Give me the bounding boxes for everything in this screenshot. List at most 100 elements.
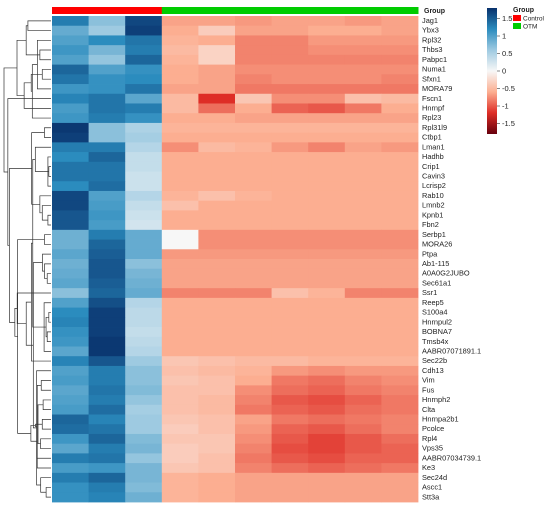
heatmap-cell <box>235 161 272 172</box>
heatmap-cell <box>271 297 309 308</box>
heatmap-cell <box>198 317 236 328</box>
heatmap-cell <box>381 443 419 454</box>
heatmap-cell <box>161 190 199 202</box>
heatmap-cell <box>125 346 163 357</box>
gene-label: Ascc1 <box>422 483 442 492</box>
heatmap-cell <box>198 181 236 192</box>
heatmap-cell <box>52 395 89 406</box>
heatmap-cell <box>125 336 163 347</box>
dendrogram-branch <box>16 292 51 325</box>
heatmap-cell <box>308 278 346 289</box>
heatmap-cell <box>198 161 236 172</box>
heatmap-cell <box>308 64 346 75</box>
heatmap-cell <box>344 375 382 386</box>
heatmap-cell <box>125 404 163 415</box>
gene-label: Ab1-115 <box>422 259 449 268</box>
heatmap-cell <box>344 297 382 308</box>
gene-label: Rpl32 <box>422 35 441 44</box>
heatmap-cell <box>235 74 272 85</box>
heatmap-cell <box>271 171 309 182</box>
heatmap-cell <box>344 190 382 202</box>
heatmap-cell <box>161 16 199 27</box>
heatmap-cell <box>381 122 419 134</box>
annotation-cell-otm <box>271 7 309 14</box>
dendrogram-branch <box>7 98 51 246</box>
heatmap-cell <box>308 45 346 56</box>
heatmap-cell <box>235 239 272 250</box>
heatmap-cell <box>344 239 382 250</box>
heatmap-cell <box>52 74 89 85</box>
heatmap-cell <box>308 327 346 338</box>
gene-label: Thbs3 <box>422 45 443 54</box>
heatmap-cell <box>198 249 236 260</box>
heatmap-cell <box>271 181 309 192</box>
gene-label: Cavin3 <box>422 172 445 181</box>
heatmap-cell <box>235 249 272 260</box>
heatmap-cell <box>308 181 346 192</box>
heatmap-cell <box>381 356 419 367</box>
heatmap-cell <box>125 249 163 260</box>
heatmap-cell <box>344 472 382 483</box>
heatmap-cell <box>52 317 89 328</box>
gene-label: Ctbp1 <box>422 133 442 142</box>
heatmap-cell <box>198 239 236 250</box>
group-legend-label: Control <box>523 16 545 23</box>
heatmap-cell <box>381 45 419 56</box>
heatmap-cell <box>308 453 346 464</box>
heatmap-cell <box>198 16 236 27</box>
heatmap-cell <box>125 93 163 104</box>
dendrogram-branch <box>31 132 45 205</box>
heatmap-cell <box>271 288 309 299</box>
heatmap-cell <box>308 259 346 270</box>
heatmap-cell <box>344 395 382 406</box>
heatmap-cell <box>198 229 236 240</box>
heatmap-cell <box>271 433 309 445</box>
heatmap-cell <box>235 375 272 386</box>
heatmap-cell <box>235 35 272 46</box>
heatmap-cell <box>198 375 236 386</box>
heatmap-cell <box>344 346 382 357</box>
gene-label: Fscn1 <box>422 94 442 103</box>
heatmap-cell <box>161 297 199 308</box>
heatmap-cell <box>88 297 126 308</box>
heatmap-cell <box>344 132 382 143</box>
heatmap-cell <box>52 161 89 172</box>
heatmap-cell <box>235 220 272 231</box>
row-dendrogram <box>3 20 51 498</box>
heatmap-cell <box>125 356 163 367</box>
heatmap-cell <box>308 443 346 454</box>
heatmap-cell <box>344 142 382 153</box>
heatmap-cell <box>88 414 126 425</box>
heatmap-cell <box>344 220 382 231</box>
heatmap-cell <box>198 443 236 454</box>
dendrogram-branch <box>25 301 34 346</box>
heatmap-cell <box>308 142 346 153</box>
heatmap-cell <box>235 229 272 240</box>
heatmap-cell <box>161 229 199 240</box>
heatmap-cell <box>88 307 126 318</box>
heatmap-cell <box>235 424 272 435</box>
heatmap-cell <box>88 268 126 279</box>
heatmap-cell <box>381 113 419 124</box>
scale-tick-label: -1.5 <box>502 119 515 128</box>
heatmap-cell <box>381 74 419 85</box>
heatmap-cell <box>198 327 236 338</box>
heatmap-cell <box>88 259 126 270</box>
heatmap-cell <box>52 482 89 493</box>
heatmap-cell <box>344 200 382 211</box>
heatmap-cell <box>198 278 236 289</box>
heatmap-cell <box>235 365 272 377</box>
heatmap-cell <box>344 45 382 56</box>
heatmap-cell <box>235 297 272 308</box>
heatmap-cell <box>125 395 163 406</box>
heatmap-cell <box>125 259 163 270</box>
heatmap-cell <box>235 346 272 357</box>
scale-tick-label: -1 <box>502 102 509 111</box>
heatmap-cell <box>52 239 89 250</box>
heatmap-cell <box>308 132 346 143</box>
heatmap-cell <box>308 492 346 503</box>
heatmap-cell <box>235 64 272 75</box>
heatmap-cell <box>381 142 419 153</box>
heatmap-cell <box>198 171 236 182</box>
heatmap-cell <box>381 93 419 104</box>
